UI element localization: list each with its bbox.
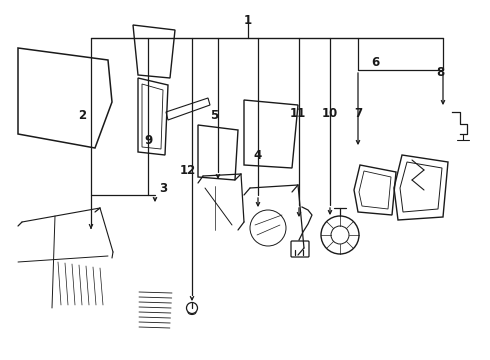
Text: 9: 9 <box>144 134 152 147</box>
Text: 1: 1 <box>244 14 252 27</box>
Text: 10: 10 <box>322 107 338 120</box>
Text: 7: 7 <box>354 107 362 120</box>
Text: 11: 11 <box>290 107 306 120</box>
Text: 5: 5 <box>210 108 218 122</box>
Text: 4: 4 <box>254 149 262 162</box>
Text: 6: 6 <box>371 55 379 68</box>
Text: 12: 12 <box>180 163 196 176</box>
Text: 3: 3 <box>159 181 167 194</box>
Text: 8: 8 <box>436 66 444 78</box>
Text: 2: 2 <box>78 108 86 122</box>
